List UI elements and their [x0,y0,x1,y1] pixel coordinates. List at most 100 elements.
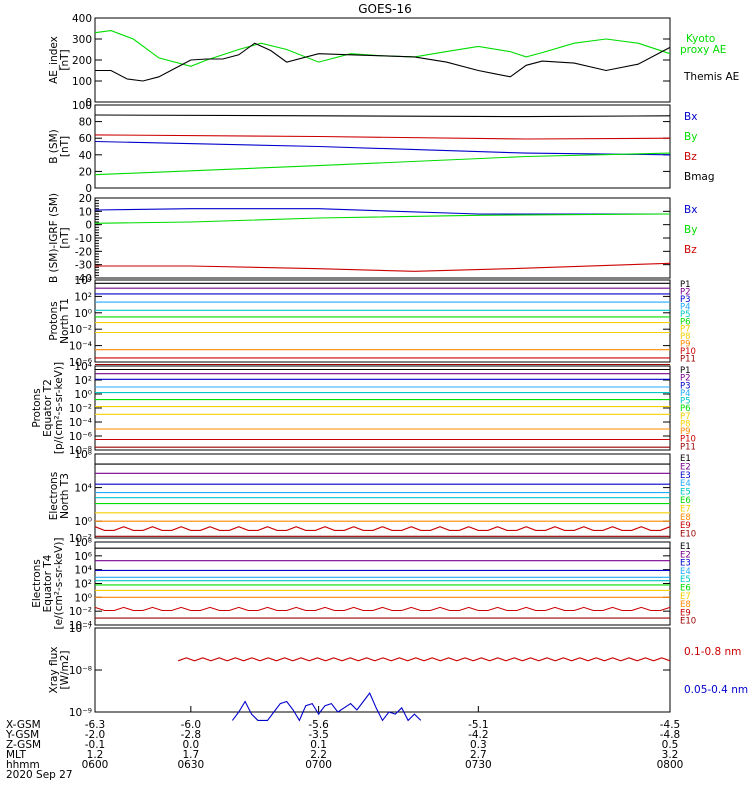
legend-p4: P4 [680,389,691,399]
y-axis-label: B (SM) [48,129,60,163]
y-tick-label: 10⁻² [69,324,92,336]
y-tick-label: -30 [75,260,92,272]
legend-p2: P2 [680,287,691,297]
panel-frame [94,365,671,451]
panel-6: 10⁸ 10⁴ 10⁰ 10⁻² Electrons North T3 E1E2E3E4E5… [48,449,696,545]
legend-p11: P11 [680,355,696,365]
legend-e4: E4 [680,567,691,577]
legend-e5: E5 [680,575,691,585]
legend-p10: P10 [680,435,696,445]
x-row-value: 0800 [657,759,684,771]
y-axis-label: North T1 [59,298,71,344]
legend-e9: E9 [680,608,691,618]
y-axis-label: Equator T2 [42,379,54,437]
y-axis-label: Equator T4 [42,554,54,612]
legend-p8: P8 [680,419,691,429]
x-row-label: Y-GSM [5,729,39,741]
y-axis-label: [e/(cm²-s-sr-keV)] [53,538,65,630]
legend-e10: E10 [680,530,696,540]
legend-e1: E1 [680,542,691,552]
x-row-value: -3.5 [308,729,329,741]
y-tick-label: 10⁶ [74,551,92,563]
x-row-value: 2.7 [470,749,487,761]
y-tick-label: 10⁴ [74,565,92,577]
legend-e5: E5 [680,488,691,498]
y-tick-label: 200 [72,55,92,67]
y-tick-label: 100 [72,100,92,112]
y-axis-label: [nT] [59,227,71,248]
x-row-value: -0.1 [85,739,106,751]
y-tick-label: 0 [85,183,92,195]
x-row-value: 0630 [177,759,204,771]
legend-0-05-0-4-nm: 0.05-0.4 nm [684,684,748,696]
y-tick-label: 10⁻⁴ [69,620,92,632]
y-tick-label: 40 [79,150,92,162]
y-tick-label: -20 [75,246,92,258]
legend-by: By [684,131,697,143]
panel-frame [94,541,671,626]
x-row-value: -6.3 [85,719,106,731]
x-row-value: -2.0 [85,729,106,741]
y-tick-label: 10⁴ [74,275,92,287]
panel-8: 10⁻⁷ 10⁻⁸ 10⁻⁹ Xray flux [W/m2] 0.1-0.8 nm 0.0… [48,623,748,722]
series-line-bz [95,262,671,272]
x-row-value: -5.6 [308,719,329,731]
legend-e2: E2 [680,550,691,560]
legend-p3: P3 [680,381,691,391]
legend-p2: P2 [680,374,691,384]
legend-bz: Bz [684,151,697,163]
legend-bmag: Bmag [684,171,715,183]
legend-e6: E6 [680,584,691,594]
y-tick-label: -40 [75,273,92,285]
panel-frame [94,17,671,103]
legend-e8: E8 [680,513,691,523]
y-tick-label: 10⁻⁸ [69,665,92,677]
series-line-bx [94,208,670,215]
x-row-value: 0.5 [662,739,679,751]
y-tick-label: 10⁴ [74,483,92,495]
legend-p6: P6 [680,404,691,414]
legend-e1: E1 [680,454,691,464]
legend-e7: E7 [680,504,691,514]
y-tick-label: 10⁻² [69,533,92,545]
y-tick-label: 20 [79,166,92,178]
y-tick-label: 10⁸ [74,449,92,461]
y-tick-label: 60 [79,133,92,145]
x-axis-annotation: X-GSM -6.3 -6.0 -5.6 -5.1 -4.5 Y-GSM -2.0 -2.8 -3… [5,706,683,781]
legend-e9: E9 [680,521,691,531]
legend-p11: P11 [680,442,696,452]
y-axis-label: Protons [31,388,43,427]
legend-e6: E6 [680,496,691,506]
y-tick-label: 10 [79,206,92,218]
y-tick-label: 10² [74,375,92,387]
y-tick-label: 400 [72,13,92,25]
y-axis-label: Electrons [31,559,43,608]
figure-title: GOES-16 [358,2,412,16]
series-line-0-05-0-4-nm [231,692,422,722]
legend-0-1-0-8-nm: 0.1-0.8 nm [684,646,741,658]
y-tick-label: 10⁻² [69,606,92,618]
x-row-value: 0.1 [310,739,327,751]
x-row-value: -6.0 [181,719,202,731]
series-line-0-1-0-8-nm [177,657,671,662]
y-tick-label: 0 [85,97,92,109]
panel-frame [94,104,671,189]
y-tick-label: 20 [79,193,92,205]
x-row-value: 1.7 [182,749,199,761]
x-row-value: -5.1 [468,719,489,731]
x-row-value: -4.8 [660,729,681,741]
y-tick-label: 10⁰ [74,592,92,604]
legend-p1: P1 [680,280,691,290]
legend-p6: P6 [680,317,691,327]
legend-bx: Bx [684,204,697,216]
x-row-value: 0600 [82,759,109,771]
legend-e3: E3 [680,559,691,569]
y-axis-label: Electrons [48,472,60,521]
legend-p5: P5 [680,310,691,320]
legend-e7: E7 [680,592,691,602]
x-row-value: 2.2 [310,749,327,761]
y-axis-label: [nT] [59,49,71,70]
